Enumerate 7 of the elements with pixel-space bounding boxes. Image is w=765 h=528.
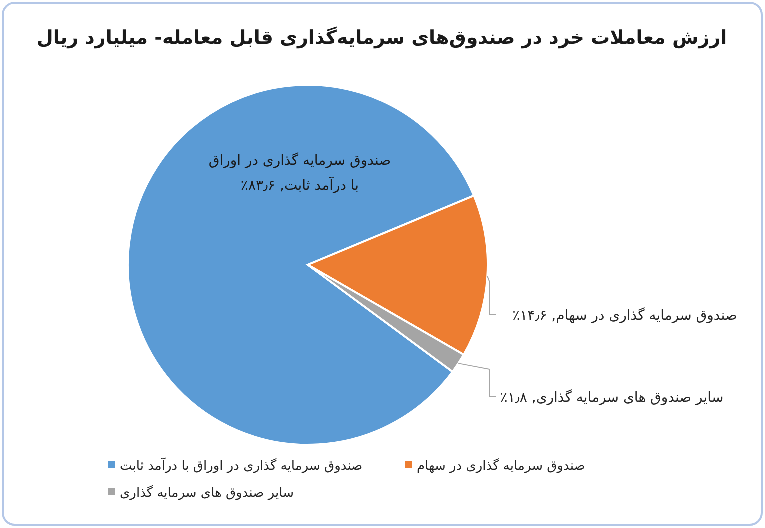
data-label: صندوق سرمایه گذاری در اوراق با درآمد ثابت, ۸۳٫۶٪ <box>208 152 392 194</box>
data-label: صندوق سرمایه گذاری در سهام, ۱۴٫۶٪ <box>512 307 738 324</box>
legend-label: سایر صندوق های سرمایه گذاری <box>120 485 294 501</box>
legend-label: صندوق سرمایه گذاری در اوراق با درآمد ثابت <box>120 457 363 474</box>
chart-title: ارزش معاملات خرد در صندوق‌های سرمایه‌گذاری قابل معامله- میلیارد ریال <box>36 26 728 49</box>
data-label: سایر صندوق های سرمایه گذاری, ۱٫۸٪ <box>500 389 724 406</box>
legend-label: صندوق سرمایه گذاری در سهام <box>417 458 586 474</box>
